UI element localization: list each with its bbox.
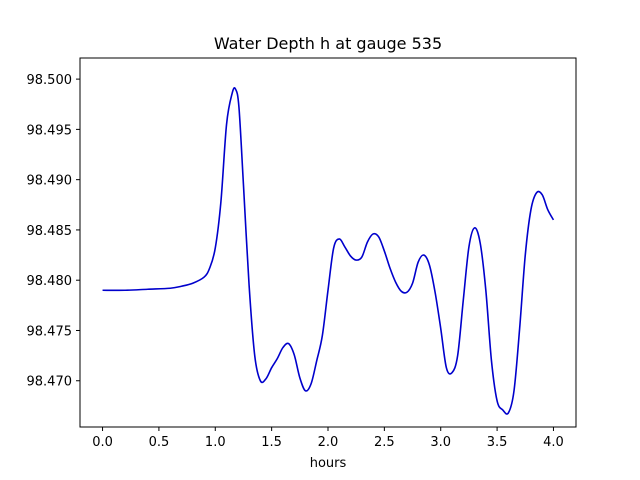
y-tick-label: 98.475 <box>27 324 73 339</box>
x-axis: 0.0 0.5 1.0 1.5 2.0 2.5 3.0 3.5 4.0 <box>92 427 564 450</box>
plot-area <box>102 87 555 415</box>
x-tick-label: 0.5 <box>149 435 170 450</box>
y-tick-label: 98.485 <box>27 224 73 239</box>
y-axis: 98.470 98.475 98.480 98.485 98.490 98.495 98.5… <box>27 73 80 390</box>
x-tick-label: 2.0 <box>318 435 339 450</box>
series-line-0 <box>102 87 555 415</box>
y-tick-label: 98.495 <box>27 123 73 138</box>
y-tick-label: 98.490 <box>27 174 73 189</box>
x-tick-label: 1.5 <box>261 435 282 450</box>
y-tick-label: 98.480 <box>27 274 73 289</box>
y-tick-label: 98.470 <box>27 375 73 390</box>
x-tick-label: 4.0 <box>543 435 564 450</box>
x-tick-label: 0.0 <box>92 435 113 450</box>
plot-frame <box>79 57 577 428</box>
x-tick-label: 2.5 <box>374 435 395 450</box>
x-axis-label: hours <box>310 456 347 471</box>
x-tick-label: 1.0 <box>205 435 226 450</box>
chart-title: Water Depth h at gauge 535 <box>214 34 442 53</box>
x-tick-label: 3.5 <box>487 435 508 450</box>
x-tick-label: 3.0 <box>430 435 451 450</box>
y-tick-label: 98.500 <box>27 73 73 88</box>
